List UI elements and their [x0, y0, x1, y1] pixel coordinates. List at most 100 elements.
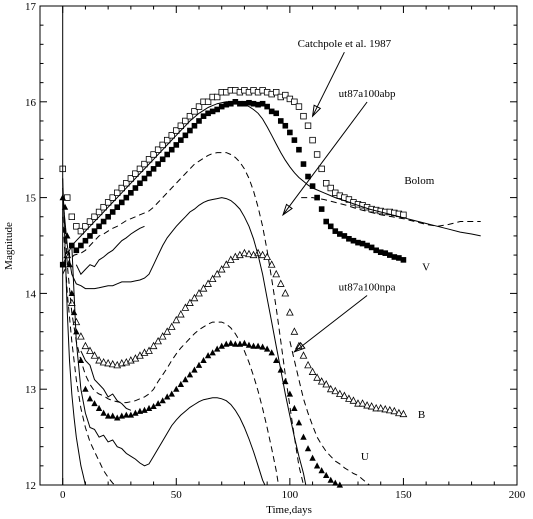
data-point-filled-triangle-29 — [177, 380, 185, 388]
data-point-filled-square-57 — [318, 206, 325, 212]
data-point-open-square-55 — [309, 136, 316, 144]
data-point-filled-triangle-40 — [227, 339, 234, 346]
data-point-open-square-47 — [273, 89, 280, 96]
data-point-filled-square-41 — [246, 99, 252, 106]
data-point-open-triangle-54 — [308, 367, 317, 375]
data-point-filled-triangle-34 — [200, 356, 207, 364]
data-point-open-square-10 — [104, 199, 112, 206]
series-line-10 — [62, 178, 86, 486]
data-point-filled-triangle-17 — [123, 411, 130, 418]
data-point-open-square-54 — [304, 122, 312, 129]
data-point-open-square-9 — [100, 203, 107, 211]
data-point-filled-square-65 — [355, 239, 361, 246]
plot-frame — [39, 5, 518, 486]
data-point-open-triangle-26 — [181, 303, 190, 311]
annotation-npa: ut87a100npa — [339, 282, 396, 294]
data-point-filled-triangle-18 — [127, 411, 135, 418]
data-point-filled-square-20 — [150, 166, 157, 172]
data-point-filled-square-73 — [391, 254, 398, 260]
data-point-filled-square-75 — [400, 257, 407, 263]
data-point-open-triangle-35 — [222, 260, 231, 268]
data-point-filled-square-71 — [382, 250, 389, 256]
data-point-open-square-53 — [300, 112, 307, 120]
data-point-open-triangle-65 — [358, 399, 367, 407]
data-point-open-triangle-49 — [285, 308, 294, 316]
data-point-filled-square-49 — [282, 122, 289, 129]
data-point-open-triangle-8 — [99, 358, 108, 366]
data-point-filled-square-3 — [73, 247, 80, 254]
data-point-filled-square-56 — [314, 194, 320, 201]
data-point-filled-square-59 — [327, 223, 334, 230]
data-point-open-square-4 — [77, 227, 85, 235]
data-point-open-square-58 — [322, 180, 330, 187]
data-point-filled-triangle-39 — [223, 340, 230, 347]
data-point-open-square-2 — [68, 213, 75, 220]
data-point-open-triangle-25 — [176, 310, 185, 318]
data-point-filled-square-18 — [141, 175, 148, 182]
data-point-open-triangle-24 — [172, 315, 181, 324]
annotation-arrowhead-npa — [293, 341, 306, 353]
data-point-filled-square-16 — [132, 185, 139, 191]
data-point-filled-triangle-2 — [64, 232, 71, 239]
annotation-arrow-abp — [282, 101, 368, 216]
data-point-open-square-20 — [150, 151, 157, 158]
data-point-open-square-24 — [168, 132, 175, 139]
data-point-filled-triangle-3 — [66, 261, 73, 268]
data-point-filled-triangle-61 — [323, 471, 330, 479]
data-point-filled-triangle-41 — [232, 340, 239, 347]
data-point-open-square-12 — [114, 189, 121, 197]
data-point-open-square-56 — [313, 151, 321, 158]
data-point-filled-square-30 — [196, 118, 202, 124]
data-point-open-triangle-64 — [354, 399, 362, 407]
y-tick-label: 16 — [25, 97, 37, 109]
data-point-open-triangle-43 — [258, 250, 267, 259]
y-tick-label: 13 — [25, 384, 37, 396]
x-axis-title: Time,days — [266, 504, 312, 516]
data-point-filled-square-28 — [187, 127, 193, 134]
data-point-open-square-25 — [173, 127, 180, 134]
data-point-filled-square-55 — [309, 183, 316, 189]
data-point-filled-triangle-5 — [70, 309, 78, 316]
data-point-open-square-11 — [109, 194, 116, 201]
data-point-open-triangle-58 — [326, 384, 335, 393]
data-point-filled-triangle-49 — [268, 349, 275, 356]
data-point-filled-square-58 — [323, 218, 329, 225]
series-line-4 — [62, 101, 481, 265]
data-point-filled-triangle-47 — [259, 343, 266, 350]
data-point-open-triangle-4 — [81, 341, 90, 350]
data-point-open-triangle-69 — [376, 403, 385, 412]
data-point-open-triangle-46 — [272, 269, 281, 278]
data-point-filled-triangle-24 — [154, 400, 162, 407]
data-point-open-triangle-3 — [77, 332, 85, 340]
data-point-filled-square-66 — [359, 240, 366, 247]
data-point-filled-square-9 — [100, 218, 107, 225]
data-point-filled-triangle-58 — [309, 454, 316, 461]
data-point-filled-triangle-32 — [191, 366, 198, 373]
annotation-arrowhead-abp — [282, 203, 293, 217]
data-point-filled-square-4 — [78, 242, 84, 249]
data-point-filled-triangle-54 — [291, 404, 298, 411]
series-line-9 — [289, 341, 370, 486]
data-point-open-triangle-72 — [390, 406, 399, 415]
series-line-12 — [71, 245, 266, 486]
data-point-open-square-5 — [82, 223, 89, 230]
data-point-filled-square-12 — [114, 204, 121, 210]
data-point-open-triangle-2 — [72, 317, 81, 326]
data-point-filled-square-25 — [173, 142, 180, 148]
data-point-filled-square-14 — [123, 194, 130, 201]
annotation-arrowhead-catchpole — [311, 104, 322, 118]
data-point-open-triangle-29 — [195, 289, 203, 297]
data-point-filled-square-36 — [223, 101, 230, 108]
data-point-filled-square-6 — [87, 233, 93, 239]
data-point-filled-triangle-16 — [118, 412, 125, 419]
data-point-open-triangle-39 — [240, 248, 249, 257]
data-point-filled-triangle-14 — [109, 412, 116, 419]
data-point-filled-square-17 — [137, 180, 143, 187]
data-point-open-square-28 — [186, 112, 194, 120]
data-point-open-triangle-50 — [290, 327, 299, 335]
y-tick-label: 14 — [25, 288, 37, 300]
data-point-filled-triangle-35 — [204, 352, 212, 359]
data-point-filled-triangle-48 — [263, 345, 271, 352]
data-point-filled-triangle-8 — [82, 385, 89, 392]
